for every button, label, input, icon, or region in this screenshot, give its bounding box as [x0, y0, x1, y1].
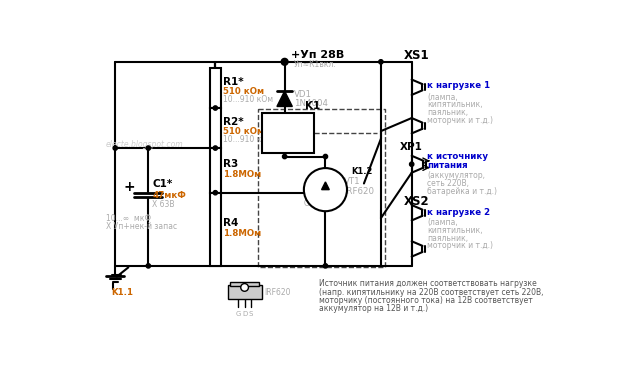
- Text: 10...910 кОм: 10...910 кОм: [223, 95, 273, 104]
- Text: K1: K1: [305, 101, 320, 111]
- Text: 510 кОм: 510 кОм: [223, 127, 264, 136]
- Text: D: D: [329, 171, 334, 180]
- Bar: [262, 113, 314, 153]
- Bar: [210, 193, 221, 266]
- Text: батарейка и т.д.): батарейка и т.д.): [427, 187, 497, 196]
- Text: моторчик и т.д.): моторчик и т.д.): [427, 241, 493, 250]
- Circle shape: [213, 191, 217, 195]
- Text: (напр. кипятильнику на 220В соответствует сеть 220В,: (напр. кипятильнику на 220В соответствуе…: [319, 288, 544, 297]
- Text: +Уп 28В: +Уп 28В: [291, 50, 344, 60]
- Circle shape: [213, 106, 217, 110]
- Circle shape: [410, 162, 414, 166]
- Text: сеть 220В,: сеть 220В,: [427, 179, 469, 188]
- Text: R2*: R2*: [223, 117, 244, 127]
- Text: G: G: [236, 310, 241, 316]
- Text: кипятильник,: кипятильник,: [427, 101, 483, 110]
- Circle shape: [324, 264, 327, 268]
- Circle shape: [241, 283, 248, 291]
- Polygon shape: [277, 91, 293, 107]
- Text: 1.8МОм: 1.8МОм: [223, 229, 261, 237]
- Circle shape: [324, 154, 327, 159]
- Text: IRF620: IRF620: [264, 288, 290, 297]
- Text: к источнику: к источнику: [427, 152, 488, 161]
- Text: 10...∞  мкФ: 10...∞ мкФ: [106, 214, 151, 223]
- Text: аккумулятор на 12В и т.д.): аккумулятор на 12В и т.д.): [319, 304, 428, 313]
- Circle shape: [146, 146, 150, 150]
- Text: питания: питания: [427, 161, 468, 170]
- Bar: [210, 68, 221, 108]
- Text: Источник питания должен соответствовать нагрузке: Источник питания должен соответствовать …: [319, 279, 537, 288]
- Text: моторчик и т.д.): моторчик и т.д.): [427, 116, 493, 125]
- Text: G: G: [303, 199, 309, 208]
- Bar: [210, 108, 221, 148]
- Text: к нагрузке 2: к нагрузке 2: [427, 208, 490, 217]
- Text: моторчику (постоянного тока) на 12В соответствует: моторчику (постоянного тока) на 12В соот…: [319, 296, 533, 305]
- Text: S: S: [248, 310, 253, 316]
- Circle shape: [146, 264, 150, 268]
- Circle shape: [281, 59, 288, 65]
- Circle shape: [213, 146, 217, 150]
- Text: Х 63В: Х 63В: [152, 200, 174, 209]
- Circle shape: [304, 168, 347, 211]
- Text: 10...910 кОм: 10...910 кОм: [223, 135, 273, 144]
- Text: кипятильник,: кипятильник,: [427, 226, 483, 235]
- Text: к нагрузке 1: к нагрузке 1: [427, 81, 490, 90]
- Text: R1*: R1*: [223, 77, 244, 87]
- Circle shape: [113, 146, 118, 150]
- Bar: [210, 148, 221, 193]
- Text: (лампа,: (лампа,: [427, 93, 458, 102]
- Text: (лампа,: (лампа,: [427, 218, 458, 227]
- Text: XP1: XP1: [400, 142, 423, 152]
- Text: 1.8МОм: 1.8МОм: [223, 170, 261, 179]
- Polygon shape: [228, 285, 262, 299]
- Circle shape: [379, 60, 383, 64]
- Text: D: D: [242, 310, 247, 316]
- Text: R4: R4: [223, 218, 238, 228]
- Text: паяльник,: паяльник,: [427, 108, 468, 117]
- Text: XS2: XS2: [404, 196, 430, 208]
- Text: +: +: [123, 180, 135, 194]
- Text: XS1: XS1: [404, 49, 430, 62]
- Text: S: S: [329, 199, 333, 208]
- Text: K1.2: K1.2: [351, 168, 373, 177]
- Text: 1N4004: 1N4004: [294, 99, 328, 108]
- Text: 510 кОм: 510 кОм: [223, 86, 264, 96]
- Text: C1*: C1*: [152, 179, 173, 189]
- Circle shape: [283, 60, 287, 64]
- Circle shape: [283, 154, 287, 159]
- Text: R3: R3: [223, 159, 238, 169]
- Text: (аккумулятор,: (аккумулятор,: [427, 171, 485, 180]
- Text: VT1: VT1: [344, 177, 360, 187]
- Text: electe.blogspot.com: electe.blogspot.com: [105, 141, 183, 150]
- Text: IRF620: IRF620: [344, 187, 374, 196]
- Text: паяльник,: паяльник,: [427, 234, 468, 243]
- Text: VD1: VD1: [294, 90, 312, 99]
- Text: Уп≈К1вкл.: Уп≈К1вкл.: [294, 59, 337, 69]
- Polygon shape: [322, 182, 329, 190]
- Text: Х Уп+нек-й запас: Х Уп+нек-й запас: [106, 222, 177, 231]
- Bar: [258, 109, 385, 267]
- Bar: [230, 282, 259, 286]
- Text: K1.1: K1.1: [111, 288, 133, 297]
- Text: 47мкФ: 47мкФ: [152, 190, 186, 200]
